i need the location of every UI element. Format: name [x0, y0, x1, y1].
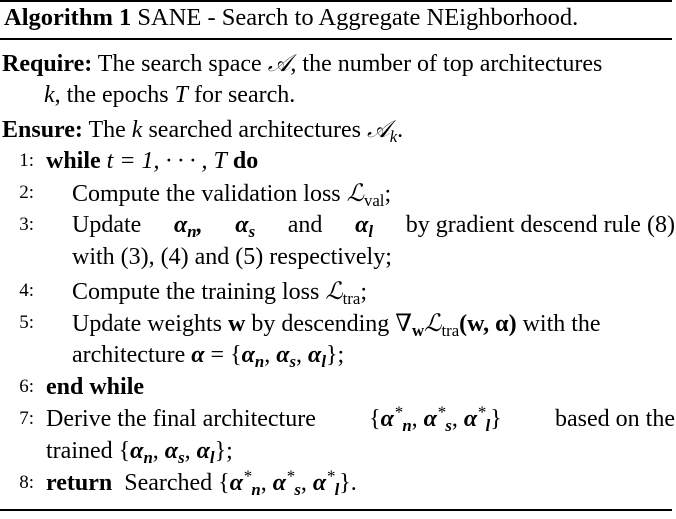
line-number: 7:: [19, 408, 34, 429]
architecture-definition: α = {αn, αs, αl};: [191, 342, 345, 372]
step-text-4: architecture: [72, 342, 186, 368]
gradient-symbol: ∇: [395, 311, 413, 337]
step-7-cont: trained {αn, αs, αl};: [46, 436, 233, 466]
searched-set: {α*n, α*s, α*l}.: [218, 466, 357, 500]
require-line-1: Require: The search space 𝒜, the number …: [2, 48, 602, 79]
step-5: Update weights w by descending ∇wℒtra(w,…: [72, 308, 601, 339]
step-text: Update weights: [72, 311, 222, 337]
loss-subscript: tra: [342, 289, 361, 309]
alpha-l-symbol: αl: [355, 212, 374, 242]
k-subscript: k: [389, 127, 398, 147]
k-symbol: k: [131, 117, 143, 143]
do-keyword: do: [232, 148, 259, 174]
period: .: [397, 117, 404, 143]
weights-symbol: w: [227, 311, 246, 337]
algorithm-label: Algorithm 1: [4, 4, 132, 31]
step-text-3: with the: [522, 311, 601, 337]
require-text-2: , the number of top architectures: [290, 51, 603, 77]
return-keyword: return: [46, 470, 113, 496]
semicolon: ;: [384, 181, 392, 207]
step-text: Compute the training loss: [72, 279, 320, 305]
step-text-2: by descending: [251, 311, 390, 337]
ensure-label: Ensure:: [2, 117, 83, 143]
top-rule: [0, 0, 672, 2]
loss-symbol: ℒ: [346, 179, 364, 207]
line-number: 2:: [19, 182, 34, 203]
line-number: 1:: [19, 150, 34, 171]
gradient-subscript: w: [412, 321, 425, 341]
line-number: 4:: [19, 280, 34, 301]
require-line-2: k, the epochs T for search.: [44, 80, 295, 110]
while-keyword: while: [46, 148, 101, 174]
ensure-line: Ensure: The k searched architectures 𝒜k.: [2, 114, 403, 145]
require-text: The search space: [97, 51, 262, 77]
alpha-n-symbol: αn,: [173, 212, 203, 242]
loss-symbol: ℒ: [325, 277, 343, 305]
step-text: Update: [72, 212, 142, 238]
step-text-2: based on the: [555, 406, 675, 432]
step-4: Compute the training loss ℒtra;: [72, 276, 367, 307]
bottom-rule: [0, 509, 672, 511]
step-7: Derive the final architecture {α*n, α*s,…: [46, 404, 675, 434]
semicolon: ;: [360, 279, 367, 305]
require-text-3: , the epochs: [54, 82, 169, 108]
loss-subscript: val: [363, 191, 385, 211]
line-number: 6:: [19, 376, 34, 397]
end-while-keyword: end while: [46, 374, 145, 400]
step-2: Compute the validation loss ℒval;: [72, 178, 391, 209]
ensure-text-2: searched architectures: [148, 117, 361, 143]
line-number: 5:: [19, 312, 34, 333]
line-number: 8:: [19, 472, 34, 493]
T-symbol: T: [174, 82, 188, 108]
algorithm-title: Algorithm 1 SANE - Search to Aggregate N…: [4, 4, 578, 32]
step-6: end while: [46, 372, 144, 402]
loss-subscript: tra: [441, 321, 460, 341]
step-3-cont: with (3), (4) and (5) respectively;: [72, 242, 392, 272]
step-text-2: by gradient descend rule (8): [405, 212, 675, 238]
step-text: Compute the validation loss: [72, 181, 341, 207]
loss-symbol: ℒ: [424, 309, 442, 337]
step-5-cont: architecture α = {αn, αs, αl};: [72, 340, 344, 370]
k-symbol: k: [44, 82, 55, 108]
step-text: Searched: [124, 470, 213, 496]
step-3: Update αn, αs and αl by gradient descend…: [72, 210, 675, 240]
search-space-symbol: 𝒜: [267, 49, 291, 77]
step-text: Derive the final architecture: [46, 406, 316, 432]
and-text: and: [287, 212, 323, 238]
require-label: Require:: [2, 51, 93, 77]
require-text-4: for search.: [193, 82, 296, 108]
trained-set: {αn, αs, αl};: [118, 438, 233, 468]
loss-arguments: (w, α): [459, 311, 517, 337]
ensure-text: The: [88, 117, 126, 143]
final-architecture-set: {α*n, α*s, α*l}: [369, 402, 502, 436]
searched-set-symbol: 𝒜: [366, 115, 390, 143]
alpha-s-symbol: αs: [235, 212, 256, 242]
step-8: return Searched {α*n, α*s, α*l}.: [46, 468, 357, 498]
step-text-3: trained: [46, 438, 113, 464]
step-text-3: with (3), (4) and (5) respectively;: [72, 244, 392, 270]
title-rule: [0, 38, 672, 40]
algorithm-name: SANE - Search to Aggregate NEighborhood.: [137, 4, 579, 31]
line-number: 3:: [19, 214, 34, 235]
step-1: while t = 1, · · · , T do: [46, 146, 258, 176]
loop-expression: t = 1, · · · , T: [106, 148, 227, 174]
